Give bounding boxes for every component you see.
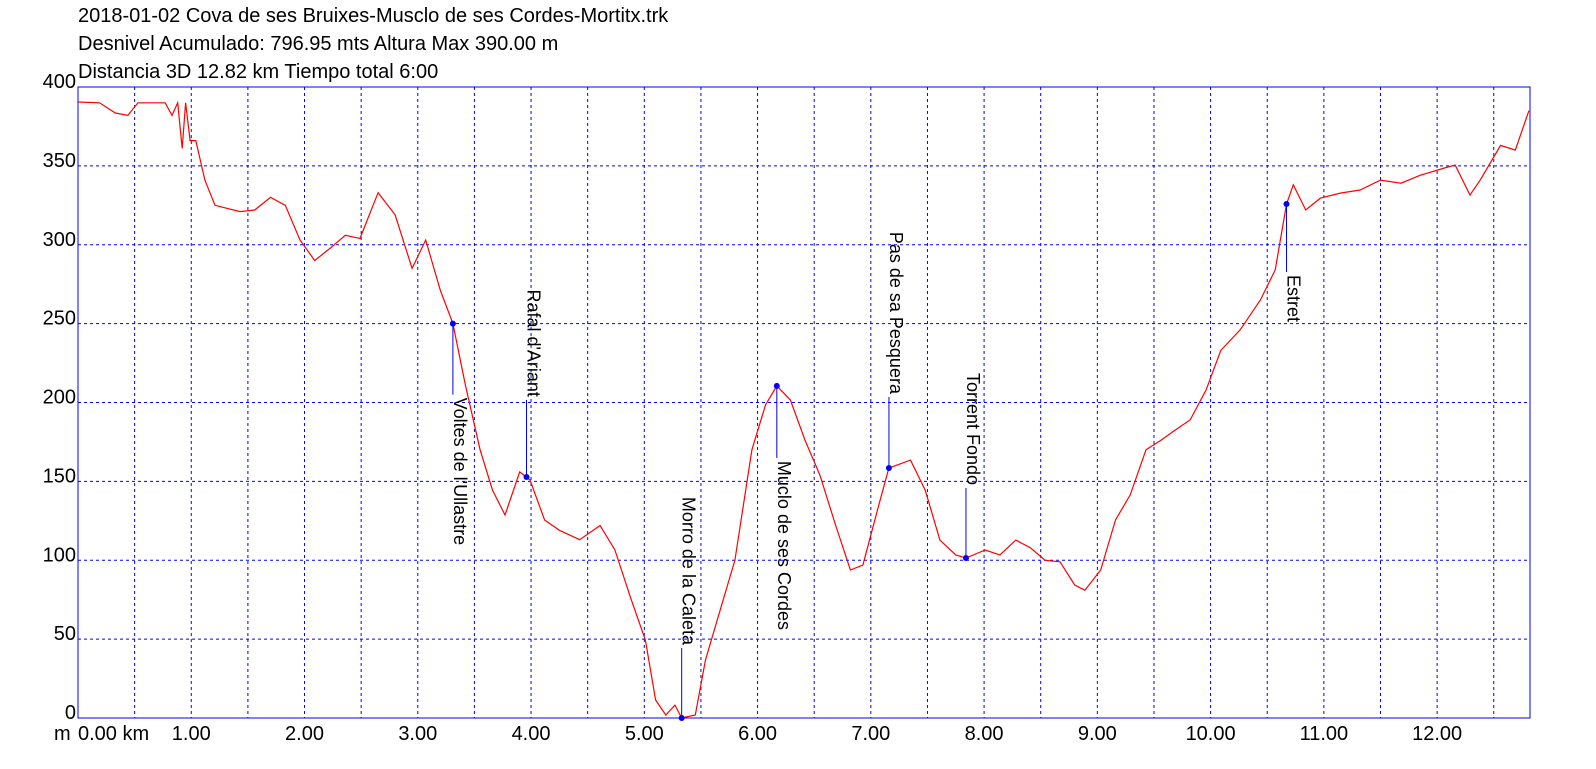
y-tick-label: 150 bbox=[43, 465, 76, 487]
x-tick-label: 2.00 bbox=[285, 723, 324, 745]
waypoint-marker bbox=[962, 555, 969, 562]
elevation-line bbox=[77, 100, 1530, 719]
waypoint-label: Torrent Fondo bbox=[963, 373, 983, 485]
x-tick-label: 8.00 bbox=[965, 723, 1004, 745]
plot-frame bbox=[77, 86, 1531, 719]
waypoint-marker bbox=[885, 464, 892, 471]
waypoint-label: Pas de sa Pesquera bbox=[886, 232, 906, 395]
waypoint-marker bbox=[1283, 201, 1290, 208]
x-tick-label: 11.00 bbox=[1300, 723, 1349, 745]
y-tick-label: 0 bbox=[65, 702, 76, 724]
waypoint-marker bbox=[449, 320, 456, 327]
y-tick-label: 250 bbox=[43, 308, 76, 330]
y-tick-label: 200 bbox=[43, 387, 76, 409]
waypoint-marker bbox=[773, 382, 780, 389]
waypoint-label: Estret bbox=[1283, 275, 1303, 322]
title-line: Desnivel Acumulado: 796.95 mts Altura Ma… bbox=[78, 33, 558, 55]
y-tick-label: 100 bbox=[43, 544, 76, 566]
waypoint-label: Muclo de ses Cordes bbox=[774, 461, 794, 630]
title-line: 2018-01-02 Cova de ses Bruixes-Musclo de… bbox=[78, 5, 669, 27]
x-tick-label: 4.00 bbox=[512, 723, 551, 745]
x-tick-label: 1.00 bbox=[172, 723, 211, 745]
x-tick-label: 12.00 bbox=[1412, 723, 1462, 745]
title-line: Distancia 3D 12.82 km Tiempo total 6:00 bbox=[78, 61, 438, 83]
x-tick-label: 10.00 bbox=[1186, 723, 1236, 745]
x-tick-label: 7.00 bbox=[851, 723, 890, 745]
x-tick-label: 9.00 bbox=[1078, 723, 1117, 745]
y-unit: m bbox=[54, 723, 71, 745]
x-tick-label: 5.00 bbox=[625, 723, 664, 745]
waypoint-label: Voltes de l'Ullastre bbox=[450, 398, 470, 546]
x-tick-label: 6.00 bbox=[738, 723, 777, 745]
waypoint-label: Morro de la Caleta bbox=[679, 497, 699, 646]
y-tick-label: 300 bbox=[43, 229, 76, 251]
x-tick-label: 3.00 bbox=[398, 723, 437, 745]
waypoint-label: Rafal d'Ariant bbox=[524, 289, 544, 397]
y-tick-label: 350 bbox=[43, 150, 76, 172]
y-tick-label: 50 bbox=[54, 623, 76, 645]
y-tick-label: 400 bbox=[43, 71, 76, 93]
waypoint-marker bbox=[678, 715, 685, 721]
x-tick-label: 0.00 km bbox=[78, 723, 149, 745]
waypoint-marker bbox=[523, 473, 530, 480]
